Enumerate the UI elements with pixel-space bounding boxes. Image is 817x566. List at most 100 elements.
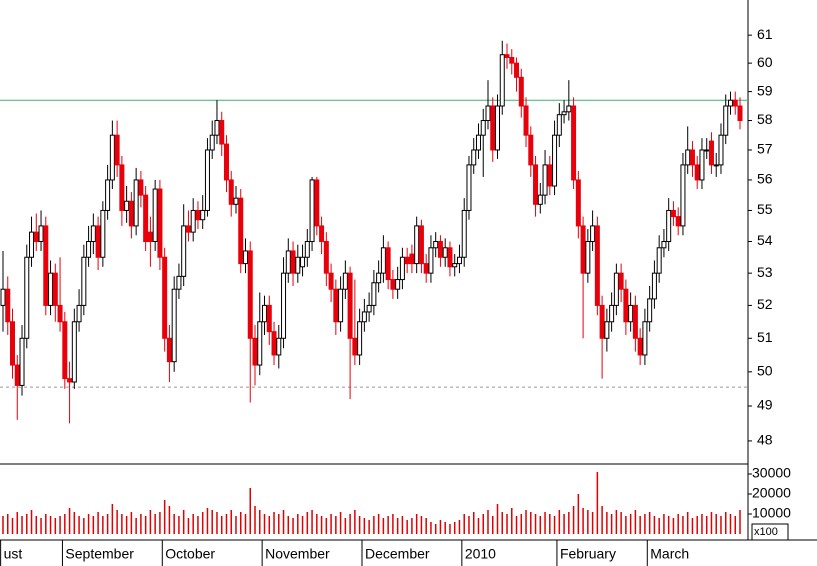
y-tick-label: 48 [757, 432, 773, 448]
candle-body [290, 250, 296, 274]
candle-body [162, 256, 168, 339]
candle-body [38, 225, 44, 243]
candle-body [613, 272, 619, 306]
candle-body [266, 304, 272, 333]
candle-body [152, 188, 158, 243]
candle-body [181, 225, 187, 277]
candle-body [485, 105, 491, 122]
candle-body [556, 114, 562, 136]
y-tick-label: 58 [757, 111, 773, 127]
candle-body [276, 337, 282, 356]
candle-body [166, 337, 172, 363]
candle-body [642, 321, 648, 356]
candle-body [480, 120, 486, 136]
volume-tick-label: 10000 [752, 505, 791, 521]
candle-body [499, 54, 505, 107]
candle-body [737, 105, 743, 122]
candle-body [0, 288, 6, 306]
candle-body [385, 247, 391, 281]
candle-body [694, 164, 700, 181]
candle-body [67, 378, 73, 383]
candle-body [347, 272, 353, 339]
candle-body [124, 200, 130, 211]
candle-body [599, 304, 605, 339]
candle-body [328, 272, 334, 290]
candle-body [300, 256, 306, 268]
volume-tick-label: 20000 [752, 485, 791, 501]
candle-body [228, 179, 234, 205]
candle-body [552, 134, 558, 187]
x-tick-label: March [650, 546, 689, 562]
y-tick-label: 55 [757, 201, 773, 217]
x-tick-label: October [165, 546, 215, 562]
candle-body [433, 241, 439, 249]
candle-body [542, 164, 548, 196]
candle-body [537, 194, 543, 205]
candle-body [190, 209, 196, 233]
candle-body [604, 321, 610, 339]
candle-body [133, 179, 139, 227]
candle-body [157, 188, 163, 258]
candle-body [252, 337, 258, 366]
candle-body [76, 304, 82, 323]
candle-body [442, 247, 448, 258]
candle-body [43, 225, 49, 306]
y-tick-label: 51 [757, 329, 773, 345]
candle-body [428, 247, 434, 274]
candle-body [338, 288, 344, 323]
candle-body [466, 164, 472, 211]
candle-body [314, 179, 320, 227]
candle-body [86, 241, 92, 258]
candle-body [718, 134, 724, 166]
candle-body [680, 164, 686, 227]
volume-unit: x100 [754, 526, 778, 538]
candle-body [656, 247, 662, 274]
candle-body [452, 263, 458, 268]
candle-body [504, 54, 510, 59]
candle-body [585, 241, 591, 274]
candle-body [647, 298, 653, 323]
candle-body [242, 250, 248, 265]
candle-body [609, 304, 615, 323]
candle-body [423, 263, 429, 274]
candle-body [561, 111, 567, 116]
y-tick-label: 53 [757, 264, 773, 280]
candle-body [128, 200, 134, 227]
candle-body [409, 253, 415, 265]
candle-body [57, 304, 63, 323]
candle-body [514, 62, 520, 78]
candle-body [200, 209, 206, 221]
candle-body [185, 225, 191, 233]
candle-body [52, 272, 58, 306]
y-tick-label: 60 [757, 54, 773, 70]
candle-body [319, 225, 325, 243]
candle-body [10, 321, 16, 366]
candle-body [471, 149, 477, 166]
candle-body [257, 321, 263, 366]
x-tick-label: November [265, 546, 330, 562]
candle-body [528, 134, 534, 166]
candle-body [637, 337, 643, 356]
candle-body [5, 288, 11, 323]
candle-body [262, 304, 268, 323]
candle-body [509, 57, 515, 64]
candle-body [119, 164, 125, 211]
candle-body [100, 209, 106, 258]
candle-body [723, 105, 729, 136]
candle-body [704, 149, 710, 152]
candle-body [90, 225, 96, 243]
candle-body [533, 164, 539, 205]
candle-body [233, 197, 239, 205]
y-tick-label: 56 [757, 171, 773, 187]
candle-body [105, 179, 111, 211]
x-tick-label: September [65, 546, 134, 562]
candle-body [238, 197, 244, 265]
candle-body [195, 209, 201, 221]
candle-body [495, 105, 501, 151]
candle-body [281, 272, 287, 339]
y-tick-label: 59 [757, 82, 773, 98]
candle-body [143, 194, 149, 243]
candle-body [323, 241, 329, 274]
volume-tick-label: 30000 [752, 465, 791, 481]
